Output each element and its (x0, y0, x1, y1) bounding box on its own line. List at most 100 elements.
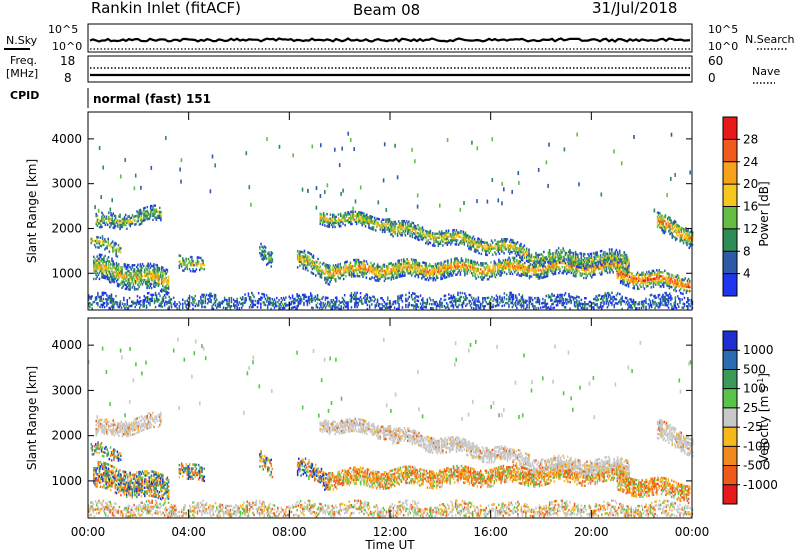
range-cell (416, 231, 418, 234)
range-cell (204, 299, 207, 303)
range-cell (157, 278, 160, 282)
range-cell (538, 261, 541, 264)
range-cell (184, 302, 186, 305)
range-cell (686, 285, 689, 289)
range-cell (429, 237, 432, 241)
range-cell (333, 300, 336, 304)
range-cell (377, 217, 379, 221)
range-cell (270, 255, 273, 258)
range-cell (477, 249, 479, 252)
range-cell (95, 220, 98, 224)
range-cell (214, 300, 217, 303)
range-cell (159, 294, 161, 298)
range-cell (391, 227, 393, 230)
range-cell (106, 302, 108, 305)
range-cell (472, 274, 474, 277)
range-cell (582, 262, 585, 266)
range-cell (432, 267, 434, 270)
range-cell (298, 258, 300, 261)
range-cell (667, 272, 670, 275)
range-cell (490, 269, 492, 272)
range-cell (354, 305, 356, 309)
range-cell (263, 257, 266, 260)
range-cell (111, 257, 113, 261)
range-cell (591, 260, 594, 263)
range-cell (501, 242, 503, 245)
range-cell (146, 300, 149, 303)
range-cell (332, 272, 335, 275)
range-cell (448, 265, 450, 268)
range-cell (518, 266, 521, 269)
range-cell (363, 261, 365, 265)
range-cell (388, 224, 391, 227)
range-cell (476, 241, 478, 244)
range-cell (544, 271, 547, 274)
range-cell (157, 270, 160, 274)
range-cell (689, 289, 691, 293)
range-cell (435, 268, 438, 272)
range-cell (422, 275, 424, 278)
range-cell (638, 275, 640, 279)
range-cell (123, 265, 126, 268)
range-cell (652, 279, 655, 283)
range-cell (673, 284, 675, 288)
range-cell (644, 277, 647, 280)
range-cell (219, 305, 221, 309)
range-cell (587, 261, 589, 264)
range-cell (489, 243, 492, 247)
range-cell (154, 269, 156, 272)
range-cell (349, 263, 352, 267)
range-cell (197, 256, 200, 259)
range-cell (245, 297, 247, 300)
range-cell (117, 275, 120, 278)
range-cell (437, 242, 440, 246)
range-cell (160, 303, 163, 306)
range-cell (607, 263, 610, 266)
range-cell (397, 226, 400, 229)
range-cell (497, 271, 499, 274)
range-cell (610, 254, 612, 257)
range-cell (547, 270, 550, 273)
range-cell (154, 279, 156, 283)
range-cell (578, 258, 580, 261)
range-cell (287, 303, 289, 307)
range-cell (681, 280, 683, 283)
range-cell (219, 303, 221, 307)
range-cell (95, 212, 98, 216)
range-cell (611, 263, 613, 266)
range-cell (150, 282, 153, 286)
range-cell (342, 265, 345, 269)
range-cell (339, 268, 342, 272)
range-cell (431, 265, 433, 268)
range-cell (593, 273, 595, 276)
range-cell (111, 222, 113, 225)
range-cell (679, 287, 682, 291)
range-cell (401, 221, 403, 225)
range-cell (599, 262, 602, 265)
range-cell (365, 293, 368, 296)
range-cell (110, 222, 112, 225)
range-cell (201, 293, 203, 297)
range-cell (350, 214, 352, 218)
range-cell (609, 271, 611, 274)
range-cell (474, 240, 477, 243)
range-cell (261, 251, 263, 255)
range-cell (235, 300, 237, 303)
range-cell (148, 268, 151, 272)
range-cell (647, 278, 649, 282)
range-cell (421, 228, 424, 231)
range-cell (351, 222, 353, 226)
range-cell (137, 300, 140, 304)
range-cell (397, 301, 399, 304)
range-cell (186, 263, 189, 267)
range-cell (401, 234, 403, 237)
range-cell (683, 289, 685, 292)
range-cell (154, 281, 156, 285)
range-cell (140, 265, 143, 268)
nsky-label: N.Sky (6, 34, 38, 47)
range-cell (548, 255, 551, 258)
range-cell (504, 266, 507, 270)
range-cell (626, 268, 629, 272)
range-cell (96, 271, 98, 275)
range-cell (373, 218, 376, 222)
